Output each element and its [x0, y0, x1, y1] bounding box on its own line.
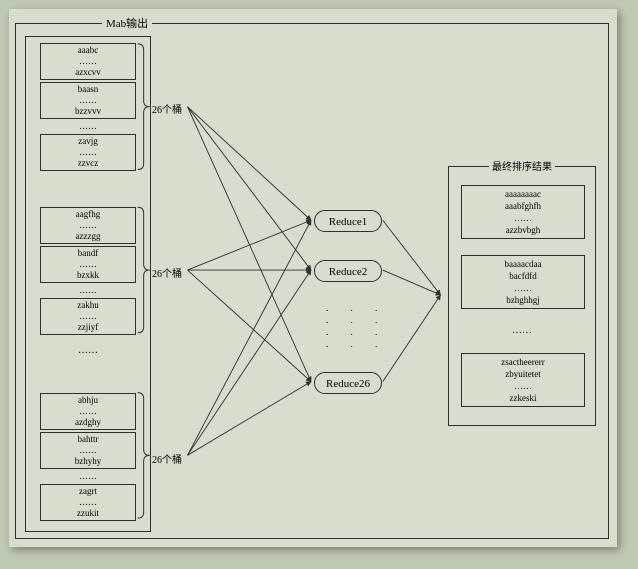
- bucket-line: ……: [41, 147, 135, 158]
- bucket-line: aaabc: [41, 45, 135, 56]
- result-box: baaaacdaabacfdfd……bzhghhgj: [461, 255, 585, 309]
- bucket-line: ……: [41, 497, 135, 508]
- result-frame: 最终排序结果 aaaaaaaacaaabfghfh……azzbvbghbaaaa…: [448, 166, 596, 426]
- map-column: aaabc……azxcvvbaasn……bzzvvv……zavjg……zzvcz…: [25, 36, 151, 532]
- brace-label: 26个桶: [152, 451, 182, 466]
- brace-label: 26个桶: [152, 265, 182, 280]
- map-groups-dots: ……: [40, 345, 136, 356]
- bucket-line: zagrt: [41, 486, 135, 497]
- map-output-title: Mab输出: [102, 15, 152, 31]
- bucket-line: ……: [41, 56, 135, 67]
- bucket-line: azxcvv: [41, 67, 135, 78]
- reduce-node: Reduce1: [314, 210, 382, 232]
- bucket-line: zzjiyf: [41, 322, 135, 333]
- reduce-node: Reduce26: [314, 372, 382, 394]
- bucket-line: bahttr: [41, 434, 135, 445]
- bucket-line: bzhyhy: [41, 456, 135, 467]
- bucket-line: aagfhg: [41, 209, 135, 220]
- group-inner-dots: ……: [40, 285, 136, 296]
- bucket-box: abhju……azdghy: [40, 393, 136, 430]
- bucket-line: azdghy: [41, 417, 135, 428]
- bucket-line: zzvcz: [41, 158, 135, 169]
- bucket-line: azzzgg: [41, 231, 135, 242]
- bucket-box: aaabc……azxcvv: [40, 43, 136, 80]
- bucket-line: ……: [41, 220, 135, 231]
- result-title: 最终排序结果: [489, 158, 555, 173]
- result-dots: ……: [449, 325, 595, 336]
- bucket-box: zagrt……zzukit: [40, 484, 136, 521]
- bucket-line: ……: [41, 406, 135, 417]
- bucket-line: baasn: [41, 84, 135, 95]
- reduce-dots: . . . . . . . . . . . .: [326, 302, 387, 350]
- bucket-line: ……: [41, 445, 135, 456]
- group-inner-dots: ……: [40, 121, 136, 132]
- bucket-line: bzxkk: [41, 270, 135, 281]
- diagram-canvas: Mab输出 aaabc……azxcvvbaasn……bzzvvv……zavjg……: [9, 9, 617, 547]
- result-box: zsactheererrzbyuitetet……zzkeski: [461, 353, 585, 407]
- bucket-line: zzukit: [41, 508, 135, 519]
- bucket-box: aagfhg……azzzgg: [40, 207, 136, 244]
- bucket-line: zakhu: [41, 300, 135, 311]
- brace-label: 26个桶: [152, 101, 182, 116]
- outer-frame: Mab输出 aaabc……azxcvvbaasn……bzzvvv……zavjg……: [15, 23, 609, 539]
- result-box: aaaaaaaacaaabfghfh……azzbvbgh: [461, 185, 585, 239]
- bucket-box: baasn……bzzvvv: [40, 82, 136, 119]
- bucket-box: bahttr……bzhyhy: [40, 432, 136, 469]
- bucket-line: ……: [41, 311, 135, 322]
- bucket-box: zavjg……zzvcz: [40, 134, 136, 171]
- bucket-line: zavjg: [41, 136, 135, 147]
- bucket-line: bandf: [41, 248, 135, 259]
- bucket-box: bandf……bzxkk: [40, 246, 136, 283]
- bucket-box: zakhu……zzjiyf: [40, 298, 136, 335]
- bucket-line: ……: [41, 95, 135, 106]
- reduce-node: Reduce2: [314, 260, 382, 282]
- bucket-line: ……: [41, 259, 135, 270]
- bucket-line: bzzvvv: [41, 106, 135, 117]
- bucket-line: abhju: [41, 395, 135, 406]
- group-inner-dots: ……: [40, 471, 136, 482]
